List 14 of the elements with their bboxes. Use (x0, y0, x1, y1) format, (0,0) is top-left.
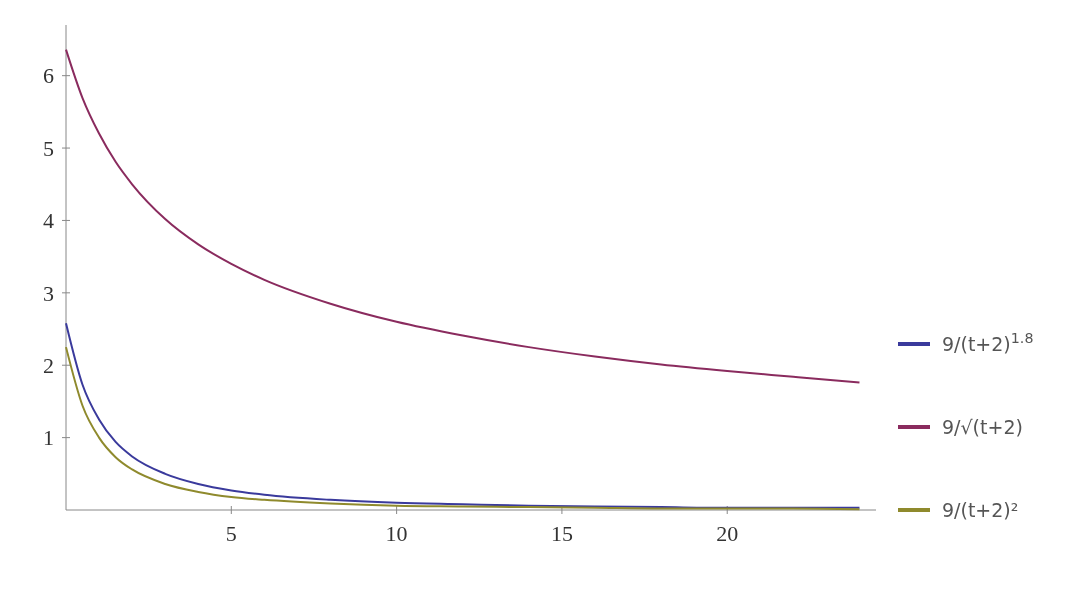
y-tick-label: 3 (43, 280, 54, 306)
line-series (65, 48, 861, 384)
y-tick-label: 1 (43, 425, 54, 451)
y-tick-label: 5 (43, 135, 54, 161)
legend-label: 9/(t+2)² (942, 498, 1019, 521)
x-tick-label: 10 (385, 521, 408, 546)
legend-label: 9/√(t+2) (942, 415, 1023, 438)
y-tick-label: 6 (43, 63, 54, 89)
legend-label: 9/(t+2)$^{1.8}$ (942, 329, 1034, 355)
x-tick-label: 15 (550, 521, 573, 546)
x-tick-label: 20 (716, 521, 739, 546)
y-tick-label: 4 (43, 208, 54, 234)
y-tick-label: 2 (43, 352, 54, 378)
x-tick-label: 5 (225, 521, 237, 546)
